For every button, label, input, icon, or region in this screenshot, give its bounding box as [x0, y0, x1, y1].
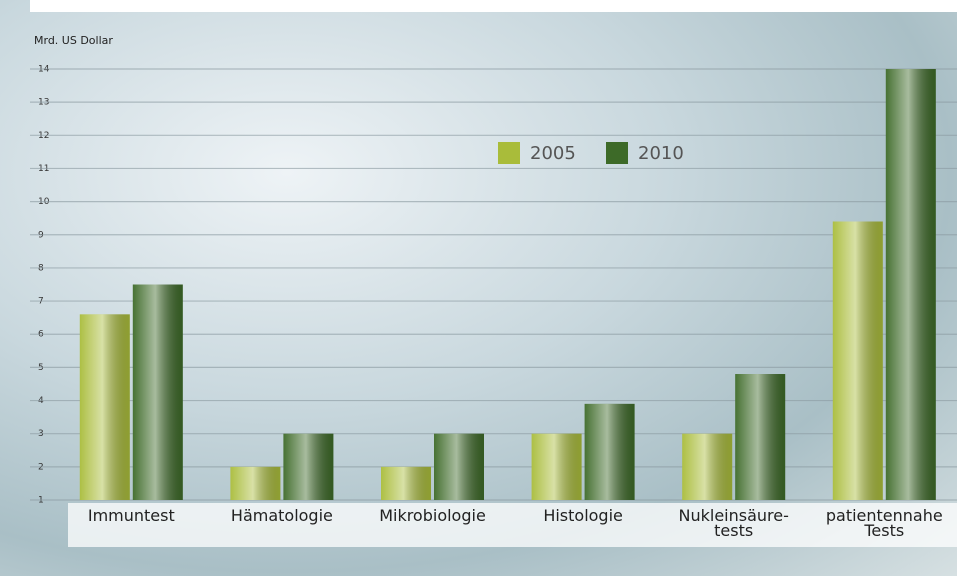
bar-shine: [735, 374, 785, 500]
legend-swatch: [498, 142, 520, 164]
x-tick-label: patientennahe Tests: [809, 508, 957, 538]
bar-shine: [283, 434, 333, 500]
y-axis-label: Mrd. US Dollar: [34, 34, 113, 47]
legend-label: 2005: [530, 143, 576, 164]
bar-shine: [682, 434, 732, 500]
chart: Mrd. US Dollar 1234567891011121314200520…: [0, 0, 957, 576]
x-tick-label: Immuntest: [56, 508, 206, 523]
legend-swatch: [606, 142, 628, 164]
bar-shine: [381, 467, 431, 500]
bar-shine: [434, 434, 484, 500]
bar-shine: [886, 69, 936, 500]
bar-shine: [133, 285, 183, 501]
legend-label: 2010: [638, 143, 684, 164]
bar-shine: [80, 314, 130, 500]
chart-svg: Mrd. US Dollar 1234567891011121314200520…: [0, 0, 957, 576]
x-tick-label: Hämatologie: [207, 508, 357, 523]
x-tick-label: Nukleinsäure- tests: [659, 508, 809, 538]
bar-shine: [585, 404, 635, 500]
bar-shine: [532, 434, 582, 500]
bar-shine: [230, 467, 280, 500]
x-tick-label: Histologie: [508, 508, 658, 523]
x-tick-label: Mikrobiologie: [358, 508, 508, 523]
bar-shine: [833, 222, 883, 500]
header-strip: [30, 0, 957, 12]
